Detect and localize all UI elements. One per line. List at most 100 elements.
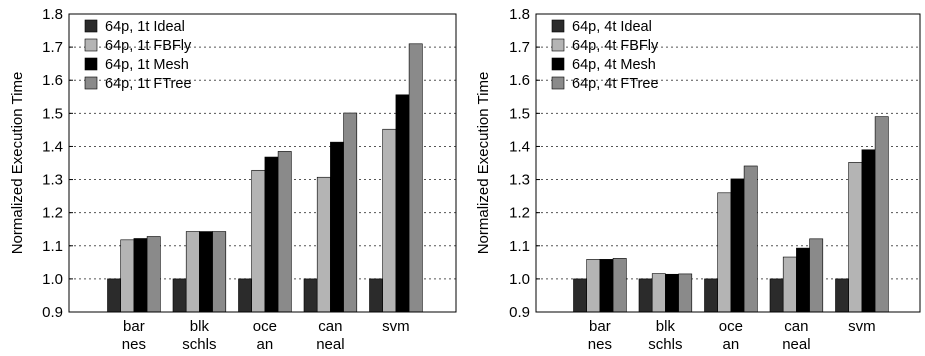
x-tick-label: bar <box>589 318 611 335</box>
x-tick-label: nes <box>588 336 612 353</box>
legend-label: 64p, 1t Mesh <box>105 57 189 73</box>
legend-swatch <box>84 57 98 71</box>
bar <box>212 231 227 313</box>
bar <box>861 149 876 313</box>
plot-frame <box>535 13 921 313</box>
legend-label: 64p, 4t FBFly <box>572 38 659 54</box>
bar <box>369 278 383 313</box>
bar <box>782 256 797 313</box>
bar <box>769 278 784 313</box>
y-tick-label: 1.4 <box>42 138 63 155</box>
bar <box>264 156 279 313</box>
y-tick-label: 1.1 <box>509 238 530 255</box>
x-tick-label: bar <box>123 318 145 335</box>
bar <box>586 259 601 313</box>
y-tick-label: 1.6 <box>509 72 530 89</box>
y-tick-label: 1.3 <box>509 172 530 189</box>
bar <box>316 176 331 313</box>
x-tick-label: neal <box>782 336 810 353</box>
y-axis-label: Normalized Execution Time <box>9 72 26 255</box>
legend-label: 64p, 4t Ideal <box>572 19 652 35</box>
legend-label: 64p, 4t FTree <box>572 76 659 92</box>
y-tick-label: 1.2 <box>42 205 63 222</box>
bar <box>612 258 627 313</box>
y-tick-label: 0.9 <box>42 304 63 321</box>
bar <box>185 231 200 313</box>
bar <box>251 169 266 313</box>
x-tick-label: nes <box>122 336 146 353</box>
x-tick-label: svm <box>848 318 876 335</box>
legend-label: 64p, 4t Mesh <box>572 57 656 73</box>
y-tick-label: 1.7 <box>42 39 63 56</box>
legend-swatch <box>551 57 565 71</box>
y-tick-label: 1.0 <box>42 271 63 288</box>
legend-swatch <box>551 38 565 52</box>
y-axis-label: Normalized Execution Time <box>475 72 492 255</box>
bar <box>717 192 732 313</box>
legend-swatch <box>84 76 98 90</box>
bar <box>848 162 863 313</box>
legend-swatch <box>551 19 565 33</box>
x-tick-label: oce <box>719 318 743 335</box>
bar <box>238 278 252 313</box>
legend-swatch <box>84 38 98 52</box>
y-tick-label: 1.5 <box>509 105 530 122</box>
bar <box>796 247 810 313</box>
chart-left-ideal-1t: 0.9 1.0 1.1 1.2 1.3 1.4 1.5 1.6 1.7 1.8 Normalized… <box>9 6 457 353</box>
y-tick-label: 1.7 <box>509 39 530 56</box>
bar <box>133 238 148 313</box>
bar <box>395 94 410 313</box>
x-tick-label: svm <box>382 318 410 335</box>
y-tick-label: 1.5 <box>42 105 63 122</box>
x-tick-label: blk <box>656 318 676 335</box>
x-tick-label: schls <box>182 336 216 353</box>
x-tick-label: an <box>723 336 740 353</box>
x-tick-label: neal <box>316 336 344 353</box>
legend-label: 64p, 1t FBFly <box>105 38 192 54</box>
bar <box>678 273 693 313</box>
x-tick-label: can <box>318 318 342 335</box>
y-tick-label: 1.3 <box>42 172 63 189</box>
y-tick-label: 1.0 <box>509 271 530 288</box>
bar <box>743 165 758 313</box>
plot-frame <box>68 13 457 313</box>
y-tick-label: 1.8 <box>509 6 530 23</box>
y-tick-label: 1.1 <box>42 238 63 255</box>
bar <box>146 236 161 313</box>
y-tick-label: 1.4 <box>509 138 530 155</box>
bar <box>330 141 344 313</box>
legend-label: 64p, 1t Ideal <box>105 19 185 35</box>
legend-swatch <box>84 19 98 33</box>
bar <box>382 128 397 313</box>
bar <box>120 239 135 313</box>
bar <box>730 178 745 313</box>
y-tick-label: 1.2 <box>509 205 530 222</box>
bar <box>835 278 849 313</box>
x-tick-label: schls <box>648 336 682 353</box>
legend-label: 64p, 1t FTree <box>105 76 192 92</box>
bar <box>343 112 358 313</box>
bar <box>277 151 292 313</box>
bar <box>665 273 679 313</box>
bar <box>599 259 614 313</box>
x-tick-label: an <box>257 336 274 353</box>
x-tick-label: oce <box>253 318 277 335</box>
x-tick-label: can <box>784 318 808 335</box>
bar <box>809 238 824 313</box>
bar <box>199 231 213 313</box>
bar <box>704 278 718 313</box>
legend-swatch <box>551 76 565 90</box>
chart-right-ideal-4t: 0.9 1.0 1.1 1.2 1.3 1.4 1.5 1.6 1.7 1.8 Normalized… <box>475 6 921 353</box>
bar <box>107 278 121 313</box>
bar <box>303 278 318 313</box>
y-tick-label: 0.9 <box>509 304 530 321</box>
bar <box>874 116 889 313</box>
bar <box>638 278 653 313</box>
bar <box>172 278 187 313</box>
bar <box>408 43 423 313</box>
x-tick-label: blk <box>190 318 210 335</box>
bar <box>651 273 666 313</box>
bar <box>573 278 587 313</box>
y-tick-label: 1.6 <box>42 72 63 89</box>
